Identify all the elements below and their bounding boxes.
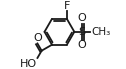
- Text: S: S: [78, 27, 86, 37]
- Text: O: O: [78, 40, 86, 50]
- Text: O: O: [33, 33, 42, 43]
- Text: CH₃: CH₃: [92, 27, 111, 37]
- Text: O: O: [78, 13, 86, 23]
- Text: F: F: [64, 1, 70, 11]
- Text: HO: HO: [20, 59, 37, 69]
